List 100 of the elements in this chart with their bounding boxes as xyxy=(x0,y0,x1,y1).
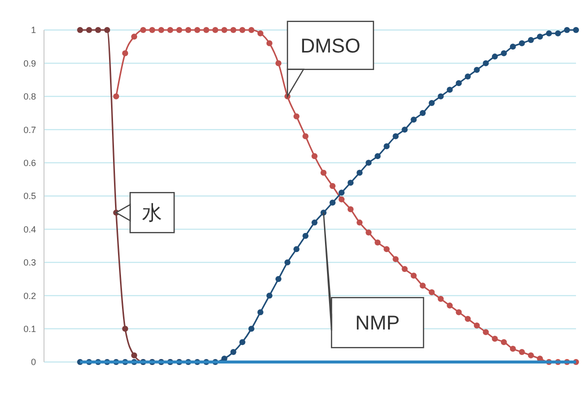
point xyxy=(384,246,390,252)
point xyxy=(275,60,282,66)
point xyxy=(77,27,84,33)
point xyxy=(257,30,264,36)
point xyxy=(122,50,128,56)
point xyxy=(122,326,128,332)
point xyxy=(474,322,480,328)
point xyxy=(320,170,327,176)
point xyxy=(428,100,435,106)
point xyxy=(464,73,471,80)
point xyxy=(573,27,579,33)
point xyxy=(402,266,408,272)
point xyxy=(330,183,336,190)
point xyxy=(482,329,489,336)
y-tick-label: 0.6 xyxy=(23,158,36,168)
point xyxy=(293,246,300,252)
point xyxy=(302,133,308,140)
point xyxy=(312,220,318,226)
point xyxy=(239,27,246,33)
point xyxy=(384,143,390,150)
point xyxy=(420,282,426,289)
point xyxy=(302,232,308,239)
y-tick-label: 0.5 xyxy=(23,191,36,202)
point xyxy=(500,50,507,56)
point xyxy=(510,346,516,352)
y-tick-label: 0.3 xyxy=(23,258,36,268)
point xyxy=(518,349,525,356)
y-tick-label: 0.1 xyxy=(23,324,36,334)
point xyxy=(230,27,236,33)
point xyxy=(374,239,381,246)
point xyxy=(410,116,417,123)
text: NMP xyxy=(355,312,400,335)
point xyxy=(510,44,516,50)
point xyxy=(492,336,498,342)
point xyxy=(266,40,272,46)
point xyxy=(392,133,399,140)
point xyxy=(131,34,138,40)
point xyxy=(402,126,408,133)
point xyxy=(212,27,218,33)
point xyxy=(356,170,363,176)
point xyxy=(546,30,552,36)
y-tick-label: 0.8 xyxy=(23,92,36,102)
point xyxy=(239,339,246,346)
point xyxy=(131,352,138,358)
point xyxy=(528,352,534,358)
point xyxy=(194,27,200,33)
point xyxy=(564,27,570,33)
point xyxy=(176,27,182,33)
point xyxy=(366,230,372,236)
point xyxy=(446,86,453,93)
y-tick-label: 0.4 xyxy=(23,224,36,234)
point xyxy=(456,309,462,316)
point xyxy=(338,190,345,196)
point xyxy=(428,289,435,296)
point xyxy=(158,27,164,33)
point xyxy=(257,309,264,316)
point xyxy=(312,153,318,160)
point xyxy=(140,27,146,33)
series-label: DMSO xyxy=(300,35,360,58)
point xyxy=(446,302,453,309)
point xyxy=(392,256,399,262)
point xyxy=(95,27,102,33)
point xyxy=(284,259,290,266)
point xyxy=(248,27,254,33)
point xyxy=(536,34,543,40)
point xyxy=(185,27,192,33)
y-tick-label: 0.7 xyxy=(23,124,36,135)
point xyxy=(338,196,345,202)
y-tick-label: 0.9 xyxy=(23,58,36,68)
point xyxy=(420,110,426,116)
point xyxy=(456,80,462,86)
y-tick-label: 0 xyxy=(30,357,36,368)
point xyxy=(482,60,489,66)
point xyxy=(464,316,471,322)
point xyxy=(275,276,282,282)
point xyxy=(149,27,156,33)
point xyxy=(248,326,254,332)
point xyxy=(518,40,525,46)
point xyxy=(221,27,228,33)
point xyxy=(330,200,336,206)
y-tick-label: 0.2 xyxy=(23,290,36,301)
point xyxy=(438,93,444,100)
point xyxy=(348,180,354,186)
point xyxy=(348,206,354,212)
point xyxy=(500,339,507,346)
point xyxy=(104,27,110,33)
point xyxy=(266,292,272,299)
series-label: 水 xyxy=(142,202,162,225)
y-tick-label: 1 xyxy=(30,25,36,36)
point xyxy=(438,296,444,302)
point xyxy=(356,220,363,226)
point xyxy=(374,153,381,160)
point xyxy=(203,27,210,33)
point xyxy=(230,349,236,356)
point xyxy=(167,27,174,33)
point xyxy=(113,93,120,100)
point xyxy=(554,30,561,36)
point xyxy=(410,272,417,279)
point xyxy=(492,54,498,60)
point xyxy=(293,113,300,120)
